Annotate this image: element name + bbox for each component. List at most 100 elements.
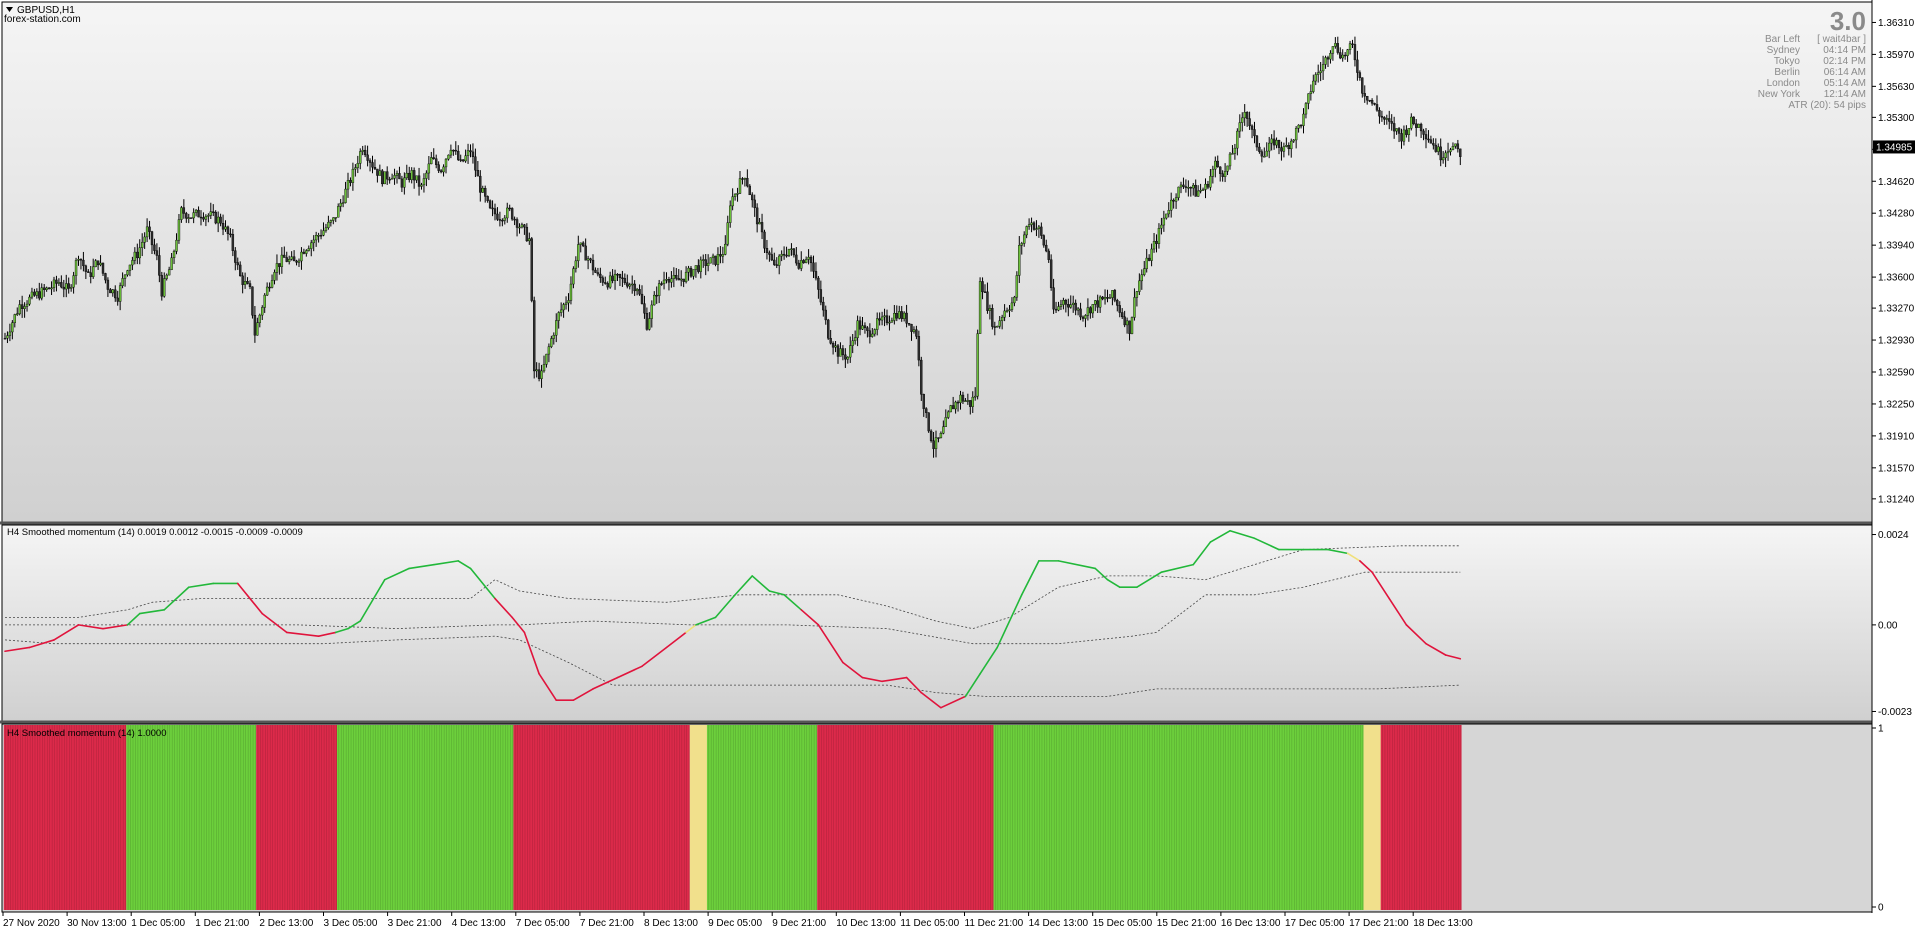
- candle-body: [986, 291, 989, 311]
- time-tick-label: 7 Dec 05:00: [516, 918, 570, 929]
- candle-body: [60, 282, 63, 288]
- candle-body: [361, 149, 364, 152]
- candle-body: [1356, 59, 1359, 73]
- candle-body: [662, 279, 666, 284]
- candle-body: [292, 256, 296, 262]
- candle-body: [1086, 307, 1090, 316]
- candle-body: [3, 337, 7, 340]
- candle-body: [368, 160, 372, 163]
- price-tick-label: 1.34620: [1878, 177, 1915, 188]
- candle-body: [601, 277, 604, 283]
- candle-body: [275, 263, 279, 273]
- candle-body: [604, 282, 607, 284]
- candle-body: [332, 217, 335, 221]
- candle-body: [775, 264, 778, 266]
- momentum-segment: [53, 624, 80, 641]
- histogram-indicator-title[interactable]: H4 Smoothed momentum (14) 1.0000: [7, 728, 166, 739]
- momentum-segment: [28, 639, 55, 649]
- symbol-title[interactable]: GBPUSD,H1: [17, 5, 75, 16]
- momentum-segment: [408, 563, 435, 570]
- momentum-band-line: [5, 571, 1461, 645]
- time-tick-label: 10 Dec 13:00: [836, 918, 896, 929]
- candle-body: [140, 242, 144, 248]
- candle-body: [809, 256, 813, 264]
- main-panel-background[interactable]: [1, 1, 1873, 523]
- candle-body: [390, 178, 394, 180]
- info-label-london: London: [1767, 78, 1800, 89]
- candle-body: [202, 217, 205, 220]
- candle-body: [1174, 197, 1178, 202]
- momentum-segment: [334, 627, 349, 634]
- momentum-segment: [572, 688, 594, 701]
- candle-body: [128, 264, 132, 271]
- candle-body: [1417, 123, 1420, 128]
- candle-body: [498, 219, 502, 221]
- candle-body: [981, 281, 984, 292]
- momentum-segment: [102, 624, 129, 630]
- candle-body: [236, 262, 239, 266]
- candle-body: [569, 283, 573, 301]
- momentum-panel-background[interactable]: [1, 524, 1873, 722]
- momentum-segment: [665, 631, 687, 649]
- candle-body: [1405, 129, 1408, 135]
- candle-body: [724, 243, 727, 255]
- candle-body: [1145, 257, 1148, 269]
- candle-body: [993, 326, 996, 328]
- candle-body: [1329, 53, 1332, 60]
- candle-body: [1316, 72, 1320, 75]
- candle-body: [1341, 54, 1344, 59]
- candle-body: [633, 283, 636, 292]
- candle-body: [871, 333, 874, 337]
- candle-body: [1069, 304, 1072, 308]
- candle-body: [606, 283, 609, 288]
- candle-body: [1223, 171, 1227, 177]
- candle-body: [880, 316, 884, 321]
- price-scale-area[interactable]: [1872, 0, 1916, 913]
- candle-body: [888, 321, 891, 324]
- momentum-segment: [817, 624, 844, 664]
- price-tick-label: 1.35630: [1878, 82, 1915, 93]
- candle-body: [635, 289, 639, 292]
- candle-body: [1187, 187, 1190, 189]
- candle-body: [1414, 123, 1418, 128]
- candle-body: [1331, 46, 1335, 54]
- dropdown-triangle-icon[interactable]: [6, 7, 13, 12]
- price-tick-label: 1.33940: [1878, 241, 1915, 252]
- candle-body: [138, 247, 141, 259]
- candle-body: [246, 281, 249, 284]
- candle-body: [640, 293, 644, 304]
- candle-body: [1412, 116, 1415, 124]
- candle-body: [1221, 173, 1224, 177]
- candle-body: [939, 433, 943, 438]
- candle-body: [354, 167, 357, 170]
- candle-body: [192, 212, 195, 219]
- candle-body: [221, 223, 225, 230]
- candle-body: [1422, 130, 1425, 135]
- info-value-london: 05:14 AM: [1824, 78, 1866, 89]
- candle-body: [1094, 300, 1097, 305]
- candle-body: [322, 230, 325, 236]
- candle-body: [1057, 306, 1060, 311]
- candle-body: [1118, 305, 1121, 313]
- candle-body: [6, 335, 9, 339]
- momentum-tick-label: 0.0024: [1878, 530, 1909, 541]
- momentum-segment: [685, 624, 697, 634]
- price-tick-label: 1.31570: [1878, 463, 1915, 474]
- time-axis[interactable]: 27 Nov 2020 30 Nov 13:00 1 Dec 05:00 1 Dec …: [2, 912, 1473, 929]
- candle-body: [150, 231, 154, 246]
- candle-body: [613, 273, 617, 281]
- momentum-indicator-title[interactable]: H4 Smoothed momentum (14) 0.0019 0.0012 …: [7, 527, 303, 538]
- time-tick-label: 2 Dec 13:00: [259, 918, 313, 929]
- momentum-segment: [317, 631, 337, 637]
- candle-body: [902, 312, 906, 320]
- time-tick-label: 18 Dec 13:00: [1413, 918, 1473, 929]
- candle-body: [768, 252, 771, 255]
- candle-body: [758, 222, 761, 225]
- candle-body: [400, 178, 404, 188]
- candle-body: [692, 269, 695, 277]
- candle-body: [1334, 43, 1337, 47]
- candle-body: [1361, 77, 1364, 94]
- candle-body: [123, 274, 127, 279]
- candle-body: [1074, 302, 1077, 311]
